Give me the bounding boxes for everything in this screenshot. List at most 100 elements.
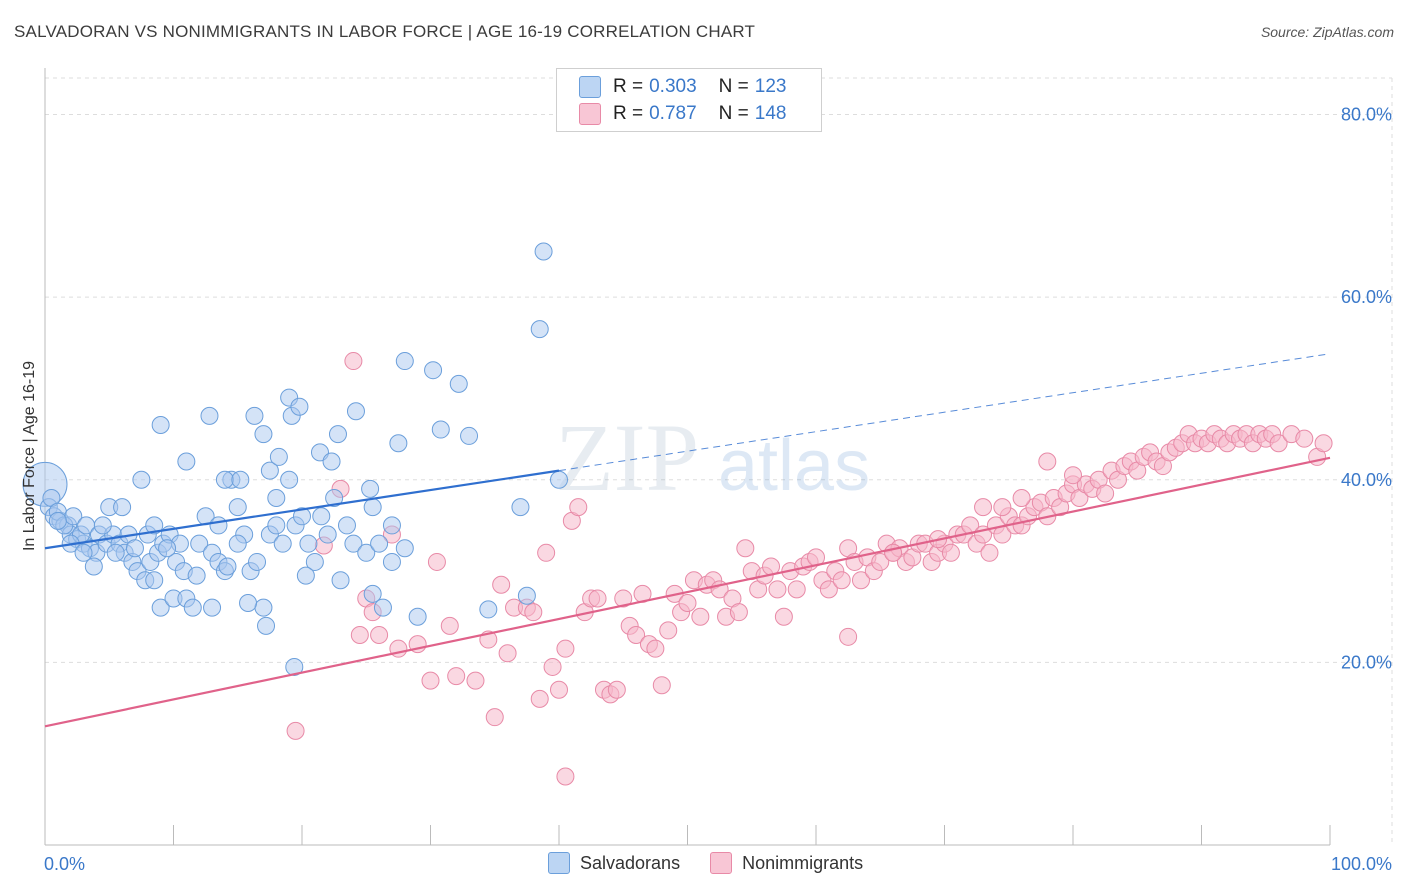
y-tick-labels: 20.0% 40.0% 60.0% 80.0% <box>1341 105 1392 673</box>
data-point-salvadorans <box>84 557 103 576</box>
data-point-salvadorans <box>145 571 164 590</box>
data-point-salvadorans <box>245 406 264 425</box>
data-point-nonimmigrants <box>485 708 504 727</box>
x-tick-label: 0.0% <box>44 854 85 874</box>
data-point-salvadorans <box>113 498 132 517</box>
data-point-salvadorans <box>218 557 237 576</box>
data-point-salvadorans <box>187 566 206 585</box>
data-point-salvadorans <box>209 516 228 535</box>
data-point-nonimmigrants <box>1038 452 1057 471</box>
legend-n-label: N = <box>718 103 749 124</box>
legend-r-value: 0.303 <box>649 76 697 97</box>
data-point-nonimmigrants <box>871 552 890 571</box>
legend-swatch-blue <box>579 76 601 98</box>
data-point-nonimmigrants <box>466 671 485 690</box>
nonimmigrants-swatch <box>710 852 733 874</box>
data-point-nonimmigrants <box>774 607 793 626</box>
data-point-nonimmigrants <box>588 589 607 608</box>
source-credit: Source: ZipAtlas.com <box>1260 24 1394 40</box>
data-point-salvadorans <box>408 607 427 626</box>
data-point-nonimmigrants <box>350 625 369 644</box>
data-point-salvadorans <box>479 600 498 619</box>
data-point-salvadorans <box>231 470 250 489</box>
data-point-salvadorans <box>460 426 479 445</box>
data-point-salvadorans <box>328 425 347 444</box>
data-point-nonimmigrants <box>768 580 787 599</box>
data-point-nonimmigrants <box>543 657 562 676</box>
data-point-nonimmigrants <box>421 671 440 690</box>
correlation-legend: R = 0.303 N = 123 R = 0.787 N = 148 <box>556 68 822 132</box>
data-point-salvadorans <box>534 242 553 261</box>
data-point-nonimmigrants <box>787 580 806 599</box>
data-point-salvadorans <box>346 402 365 421</box>
data-point-salvadorans <box>363 584 382 603</box>
data-point-salvadorans <box>299 534 318 553</box>
data-point-nonimmigrants <box>440 616 459 635</box>
data-point-salvadorans <box>363 498 382 517</box>
data-point-nonimmigrants <box>286 721 305 740</box>
salvadorans-swatch <box>548 852 570 874</box>
axes <box>44 68 1331 846</box>
salvadorans-trend-extension <box>558 353 1331 472</box>
data-point-salvadorans <box>269 447 288 466</box>
data-point-salvadorans <box>190 534 209 553</box>
data-point-nonimmigrants <box>614 589 633 608</box>
data-point-nonimmigrants <box>729 603 748 622</box>
data-point-nonimmigrants <box>344 352 363 371</box>
data-point-salvadorans <box>424 361 443 380</box>
salvadorans-points <box>22 242 568 676</box>
data-point-nonimmigrants <box>627 625 646 644</box>
data-point-salvadorans <box>389 434 408 453</box>
data-point-salvadorans <box>337 516 356 535</box>
data-point-salvadorans <box>382 516 401 535</box>
data-point-salvadorans <box>239 594 258 613</box>
legend-item-salvadorans: Salvadorans <box>548 852 680 874</box>
data-point-salvadorans <box>257 616 276 635</box>
data-point-salvadorans <box>254 425 273 444</box>
data-point-nonimmigrants <box>550 680 568 699</box>
data-point-salvadorans <box>280 470 299 489</box>
data-point-nonimmigrants <box>492 575 511 594</box>
data-point-salvadorans <box>395 539 414 558</box>
data-point-salvadorans <box>511 498 530 517</box>
data-point-salvadorans <box>267 489 286 508</box>
data-point-salvadorans <box>331 571 350 590</box>
y-tick-label: 60.0% <box>1341 287 1392 307</box>
data-point-salvadorans <box>151 598 170 617</box>
data-point-salvadorans <box>273 534 292 553</box>
nonimmigrants-label: Nonimmigrants <box>742 852 864 873</box>
data-point-salvadorans <box>431 420 450 439</box>
x-tick-labels: 0.0% 100.0% <box>44 854 1392 874</box>
data-point-salvadorans <box>48 511 67 530</box>
data-point-salvadorans <box>200 406 219 425</box>
data-point-nonimmigrants <box>678 594 697 613</box>
data-point-nonimmigrants <box>980 543 999 562</box>
data-point-nonimmigrants <box>691 607 710 626</box>
data-point-nonimmigrants <box>1295 429 1314 448</box>
data-point-nonimmigrants <box>993 498 1012 517</box>
series-legend: Salvadorans Nonimmigrants <box>548 852 893 874</box>
data-point-nonimmigrants <box>1064 466 1082 485</box>
data-point-salvadorans <box>318 525 337 544</box>
legend-n-value: 123 <box>754 76 787 97</box>
data-point-salvadorans <box>132 470 151 489</box>
data-point-nonimmigrants <box>556 767 575 786</box>
data-point-nonimmigrants <box>652 676 671 695</box>
data-point-nonimmigrants <box>832 571 851 590</box>
legend-r-label: R = <box>613 103 644 124</box>
watermark-atlas: atlas <box>718 426 870 506</box>
y-tick-label: 20.0% <box>1341 652 1392 672</box>
salvadorans-label: Salvadorans <box>580 852 681 873</box>
data-point-nonimmigrants <box>537 543 556 562</box>
data-point-salvadorans <box>530 320 549 339</box>
data-point-nonimmigrants <box>819 580 838 599</box>
data-point-nonimmigrants <box>941 543 960 562</box>
data-point-nonimmigrants <box>427 552 446 571</box>
data-point-nonimmigrants <box>851 571 870 590</box>
data-point-salvadorans <box>293 507 311 526</box>
data-point-salvadorans <box>382 552 401 571</box>
data-point-salvadorans <box>344 534 363 553</box>
y-tick-label: 80.0% <box>1341 105 1392 125</box>
legend-n-label: N = <box>718 76 749 97</box>
